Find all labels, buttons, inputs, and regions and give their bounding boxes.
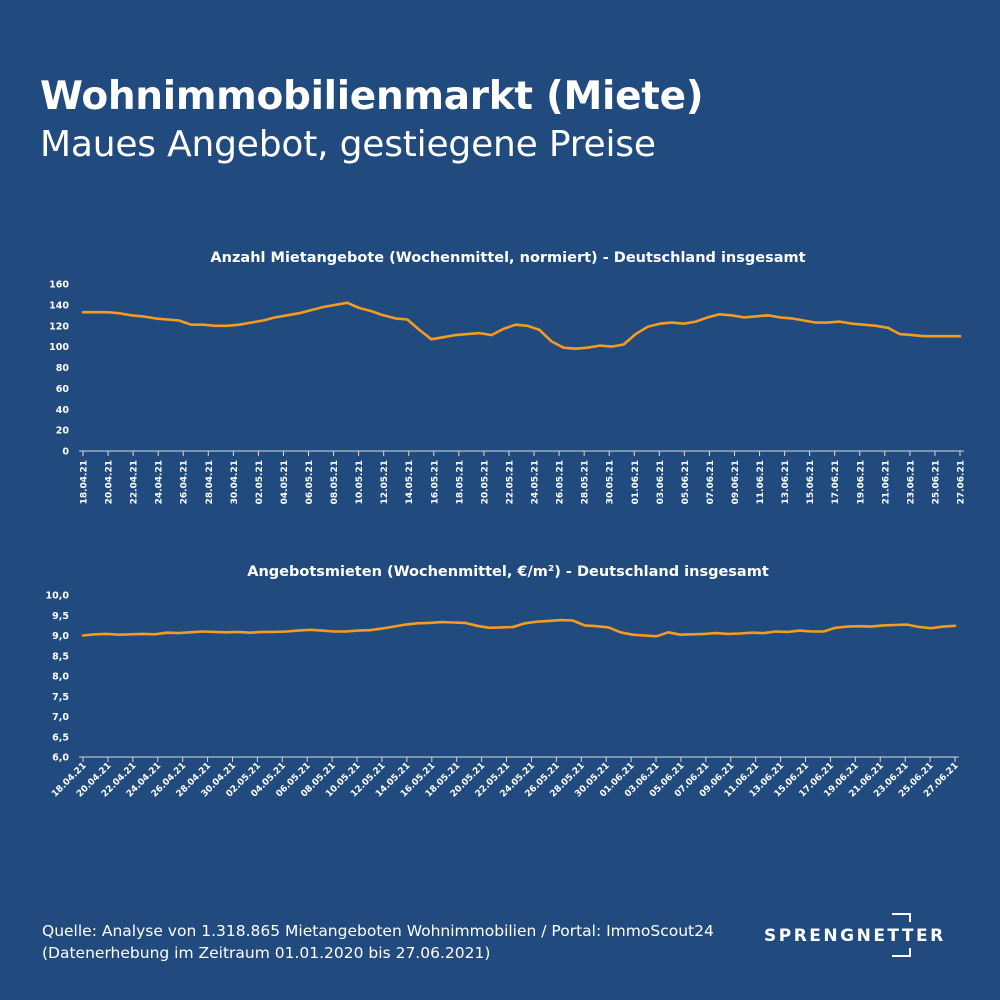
x-tick-label: 12.05.21 [380, 460, 390, 504]
x-tick-label: 16.05.21 [430, 460, 440, 504]
y-tick-label: 8,0 [52, 672, 69, 683]
data-series-line [81, 618, 957, 638]
y-tick-label: 9,5 [52, 611, 69, 622]
x-tick-label: 26.04.21 [180, 460, 190, 504]
x-tick-label: 08.05.21 [330, 460, 340, 504]
x-tick-label: 20.04.21 [105, 460, 115, 504]
x-tick-label: 24.05.21 [531, 460, 541, 504]
x-tick-label: 26.05.21 [556, 460, 566, 504]
x-tick-label: 14.05.21 [405, 460, 415, 504]
y-tick-label: 120 [49, 321, 69, 332]
x-tick-label: 07.06.21 [706, 460, 716, 504]
x-tick-label: 21.06.21 [881, 460, 891, 504]
x-tick-label: 17.06.21 [831, 460, 841, 504]
y-tick-label: 7,5 [52, 692, 69, 703]
x-tick-label: 30.05.21 [606, 460, 616, 504]
x-tick-label: 25.06.21 [931, 460, 941, 504]
y-tick-label: 20 [56, 426, 70, 437]
x-tick-label: 11.06.21 [756, 460, 766, 504]
x-tick-label: 22.05.21 [505, 460, 515, 504]
chart2-title: Angebotsmieten (Wochenmittel, €/m²) - De… [247, 564, 769, 580]
x-tick-label: 09.06.21 [731, 460, 741, 504]
y-tick-label: 40 [56, 405, 70, 416]
logo-text: SPRENGNETTER [764, 926, 946, 946]
x-tick-label: 06.05.21 [305, 460, 315, 504]
x-tick-label: 24.04.21 [155, 460, 165, 504]
x-tick-label: 02.05.21 [255, 460, 265, 504]
sprengnetter-logo: SPRENGNETTER [764, 912, 944, 958]
y-tick-label: 80 [56, 363, 70, 374]
y-tick-label: 0 [62, 447, 69, 458]
x-tick-label: 27.06.21 [957, 460, 967, 504]
y-tick-label: 9,0 [52, 631, 69, 642]
x-tick-label: 15.06.21 [806, 460, 816, 504]
x-tick-label: 22.04.21 [130, 460, 140, 504]
y-tick-label: 100 [49, 342, 69, 353]
x-tick-label: 23.06.21 [906, 460, 916, 504]
x-tick-label: 05.06.21 [681, 460, 691, 504]
x-tick-label: 18.05.21 [455, 460, 465, 504]
y-tick-label: 140 [49, 300, 69, 311]
y-tick-label: 60 [56, 384, 70, 395]
x-tick-label: 10.05.21 [355, 460, 365, 504]
data-series-line [81, 301, 962, 350]
y-tick-label: 6,0 [52, 753, 69, 764]
x-tick-label: 28.05.21 [581, 460, 591, 504]
x-tick-label: 20.05.21 [480, 460, 490, 504]
page-subtitle: Maues Angebot, gestiegene Preise [40, 124, 656, 165]
logo-bracket-icon [892, 913, 911, 957]
y-tick-label: 7,0 [52, 712, 69, 723]
x-tick-label: 04.05.21 [280, 460, 290, 504]
x-tick-label: 28.04.21 [205, 460, 215, 504]
x-tick-label: 03.06.21 [656, 460, 666, 504]
y-tick-label: 6,5 [52, 732, 69, 743]
y-tick-label: 160 [49, 280, 69, 291]
x-tick-label: 13.06.21 [781, 460, 791, 504]
rent-price-chart: 6,06,57,07,58,08,59,09,510,018.04.2120.0… [46, 591, 961, 800]
footer-period: (Datenerhebung im Zeitraum 01.01.2020 bi… [42, 944, 491, 962]
x-tick-label: 30.04.21 [230, 460, 240, 504]
y-tick-label: 8,5 [52, 651, 69, 662]
chart1-title: Anzahl Mietangebote (Wochenmittel, normi… [210, 250, 806, 266]
x-tick-label: 01.06.21 [631, 460, 641, 504]
footer-source: Quelle: Analyse von 1.318.865 Mietangebo… [42, 922, 714, 940]
y-tick-label: 10,0 [46, 591, 70, 602]
offers-count-chart: 0 20 40 60 80 100 120 140 160 18.04.21 20.04.21 22.… [49, 280, 967, 505]
page-title: Wohnimmobilienmarkt (Miete) [40, 74, 704, 119]
x-tick-label: 18.04.21 [80, 460, 90, 504]
x-tick-label: 19.06.21 [856, 460, 866, 504]
